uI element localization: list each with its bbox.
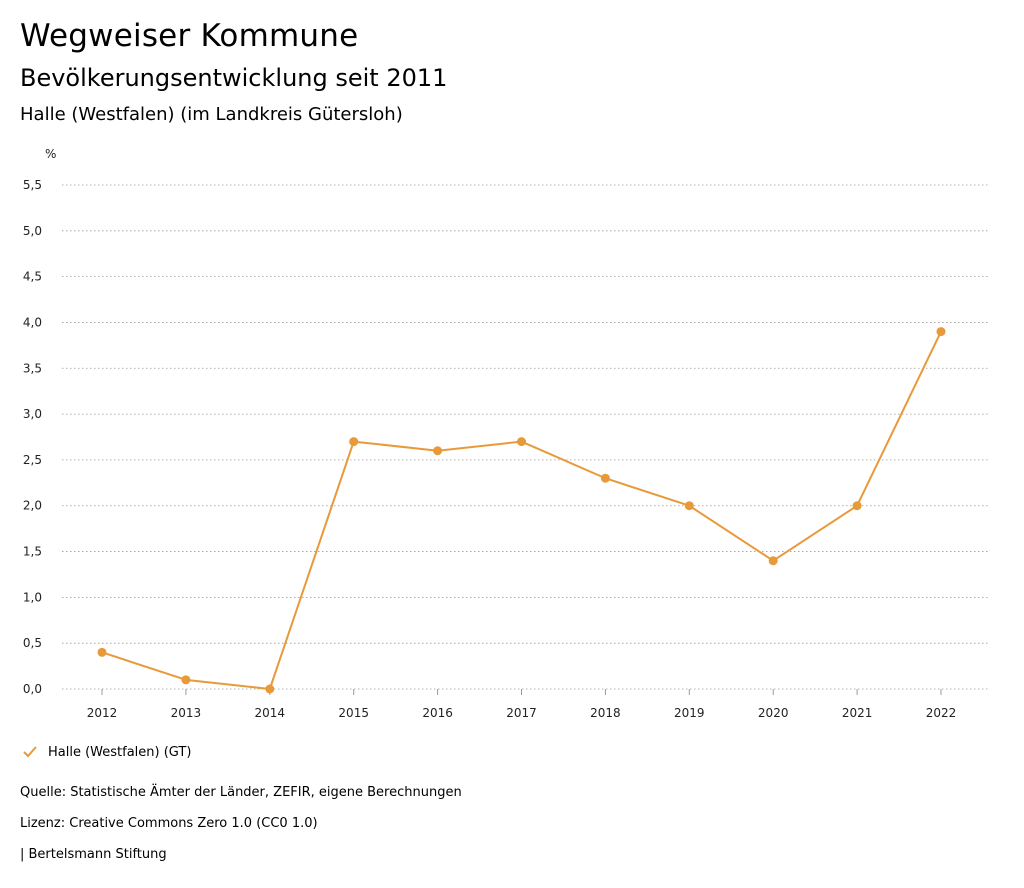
- data-point[interactable]: [517, 437, 526, 447]
- region-label: Halle (Westfalen) (im Landkreis Güterslo…: [20, 104, 403, 125]
- y-tick-label: 0,5: [23, 636, 42, 650]
- x-tick-label: 2012: [87, 706, 118, 720]
- series-line: [101, 331, 942, 690]
- y-tick-label: 3,0: [23, 407, 42, 421]
- x-tick-labels: 2012 2013 2014 2015 2016 2017 2018 2019 2020 2021…: [87, 689, 957, 720]
- data-point[interactable]: [265, 684, 275, 694]
- y-tick-label: 2,5: [23, 453, 42, 467]
- data-point[interactable]: [852, 501, 862, 511]
- x-tick-label: 2021: [842, 706, 873, 720]
- x-tick-label: 2016: [422, 706, 453, 720]
- check-icon: [23, 746, 37, 758]
- data-point[interactable]: [936, 327, 946, 337]
- data-point[interactable]: [600, 473, 610, 483]
- data-point[interactable]: [97, 647, 107, 657]
- x-tick-label: 2018: [590, 706, 621, 720]
- x-tick-label: 2020: [758, 706, 789, 720]
- data-point[interactable]: [181, 675, 191, 685]
- data-point[interactable]: [684, 501, 694, 511]
- legend-label: Halle (Westfalen) (GT): [48, 744, 192, 760]
- y-tick-label: 4,0: [23, 315, 42, 329]
- y-tick-label: 5,0: [23, 224, 42, 238]
- y-tick-label: 3,5: [23, 361, 42, 375]
- y-tick-label: 1,0: [23, 590, 42, 604]
- x-tick-label: 2019: [674, 706, 705, 720]
- chart-subtitle: Bevölkerungsentwicklung seit 2011: [20, 64, 448, 92]
- line-chart: % 0,0 0,5 1,0 1,5 2,0 2,5 3,0 3,5 4,0 4,5 5,0 5,5 2…: [23, 147, 990, 720]
- x-tick-label: 2013: [171, 706, 202, 720]
- data-point[interactable]: [349, 437, 359, 447]
- y-tick-label: 2,0: [23, 499, 42, 513]
- y-tick-label: 5,5: [23, 178, 42, 192]
- publisher-note: | Bertelsmann Stiftung: [20, 847, 167, 862]
- x-tick-label: 2022: [926, 706, 957, 720]
- data-point[interactable]: [768, 556, 778, 566]
- series-layer: [97, 327, 946, 694]
- x-tick-label: 2017: [506, 706, 537, 720]
- source-note: Quelle: Statistische Ämter der Länder, Z…: [20, 785, 462, 800]
- x-tick-label: 2014: [255, 706, 286, 720]
- gridlines: [62, 184, 990, 690]
- y-axis-unit-label: %: [45, 147, 56, 161]
- y-tick-label: 0,0: [23, 682, 42, 696]
- y-tick-labels: 0,0 0,5 1,0 1,5 2,0 2,5 3,0 3,5 4,0 4,5 5,0 5,5: [23, 178, 42, 696]
- license-note: Lizenz: Creative Commons Zero 1.0 (CC0 1…: [20, 816, 318, 831]
- y-tick-label: 4,5: [23, 270, 42, 284]
- x-tick-label: 2015: [338, 706, 369, 720]
- chart-title: Wegweiser Kommune: [20, 18, 359, 54]
- legend[interactable]: Halle (Westfalen) (GT): [22, 744, 191, 760]
- y-tick-label: 1,5: [23, 545, 42, 559]
- data-point[interactable]: [433, 446, 443, 456]
